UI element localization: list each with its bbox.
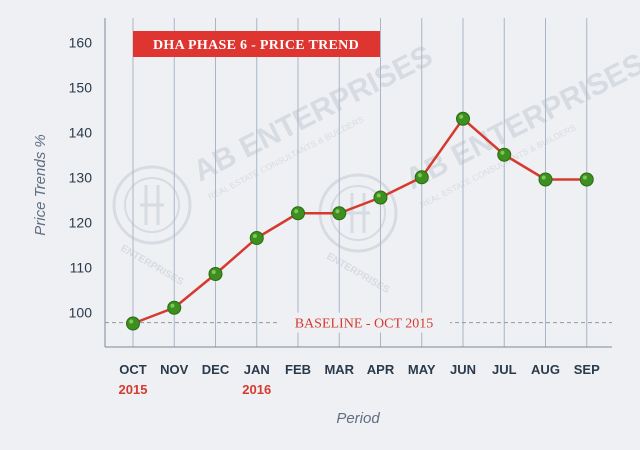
series [126, 111, 594, 331]
x-tick-label: AUG [531, 362, 560, 377]
data-point-mar [332, 206, 347, 221]
y-tick-label: 110 [70, 259, 93, 275]
y-tick-label: 130 [69, 169, 93, 185]
axes [104, 18, 612, 348]
baseline-label-bg [278, 312, 450, 333]
watermark-seal-text-right: ENTERPRISES [325, 251, 392, 296]
x-tick-year-label: 2016 [242, 382, 271, 397]
x-tick-label: OCT [119, 362, 147, 377]
x-tick-label: APR [367, 362, 395, 377]
x-tick-label: JAN [244, 362, 270, 377]
baseline-label: BASELINE - OCT 2015 [295, 317, 434, 332]
y-axis-ticks: 100 110 120 130 140 150 160 [69, 34, 93, 320]
data-point-jul [497, 147, 512, 162]
chart-title-box: DHA PHASE 6 - PRICE TREND [133, 31, 380, 57]
x-tick-label: SEP [574, 362, 600, 377]
data-point-nov [167, 300, 182, 315]
x-tick-label: MAY [408, 362, 436, 377]
data-point-feb [291, 206, 305, 221]
watermark: AB ENTERPRISES REAL ESTATE CONSULTANTS &… [112, 39, 640, 296]
x-axis-title: Period [336, 410, 380, 427]
chart-title-bg [133, 31, 380, 57]
x-axis-ticks: OCT 2015 NOV DEC JAN 2016 FEB MAR APR MAY JUN JUL AU… [119, 362, 601, 397]
data-point-sep [579, 172, 594, 187]
grid [132, 18, 588, 347]
data-point-oct [126, 316, 140, 331]
data-point-highlight [170, 303, 175, 308]
y-tick-label: 150 [69, 79, 93, 95]
x-tick-label: MAR [324, 362, 354, 377]
data-point-jun [456, 111, 470, 126]
x-tick-label: JUL [492, 362, 517, 377]
y-tick-label: 160 [69, 34, 93, 50]
y-tick-label: 100 [69, 304, 93, 320]
data-point-highlight [582, 175, 587, 180]
data-point-highlight [459, 114, 464, 119]
watermark-seal-left [112, 165, 192, 245]
watermark-name-right: AB ENTERPRISES [400, 47, 640, 196]
x-tick-label: JUN [450, 362, 476, 377]
y-axis-title: Price Trends % [32, 134, 49, 235]
data-point-apr [373, 190, 388, 205]
data-point-dec [208, 267, 223, 281]
data-point-highlight [500, 150, 505, 155]
x-tick-label: NOV [160, 362, 189, 377]
y-tick-label: 120 [69, 214, 93, 230]
y-tick-label: 140 [69, 124, 93, 140]
baseline: BASELINE - OCT 2015 [105, 312, 612, 333]
data-point-highlight [417, 173, 422, 178]
x-tick-label: FEB [285, 362, 311, 377]
data-point-highlight [252, 234, 257, 238]
data-point-highlight [541, 175, 546, 180]
x-tick-year-label: 2015 [119, 382, 148, 397]
watermark-seal-text-left: ENTERPRISES [119, 243, 186, 288]
data-point-jan [249, 231, 264, 245]
data-point-may [414, 170, 429, 185]
data-point-highlight [376, 193, 381, 198]
data-point-highlight [129, 319, 134, 324]
series-line [132, 117, 587, 325]
data-point-highlight [335, 209, 340, 214]
chart-title: DHA PHASE 6 - PRICE TREND [153, 38, 359, 53]
data-point-highlight [211, 270, 216, 274]
x-tick-label: DEC [202, 362, 230, 377]
data-point-aug [538, 172, 553, 187]
data-point-highlight [294, 209, 299, 214]
